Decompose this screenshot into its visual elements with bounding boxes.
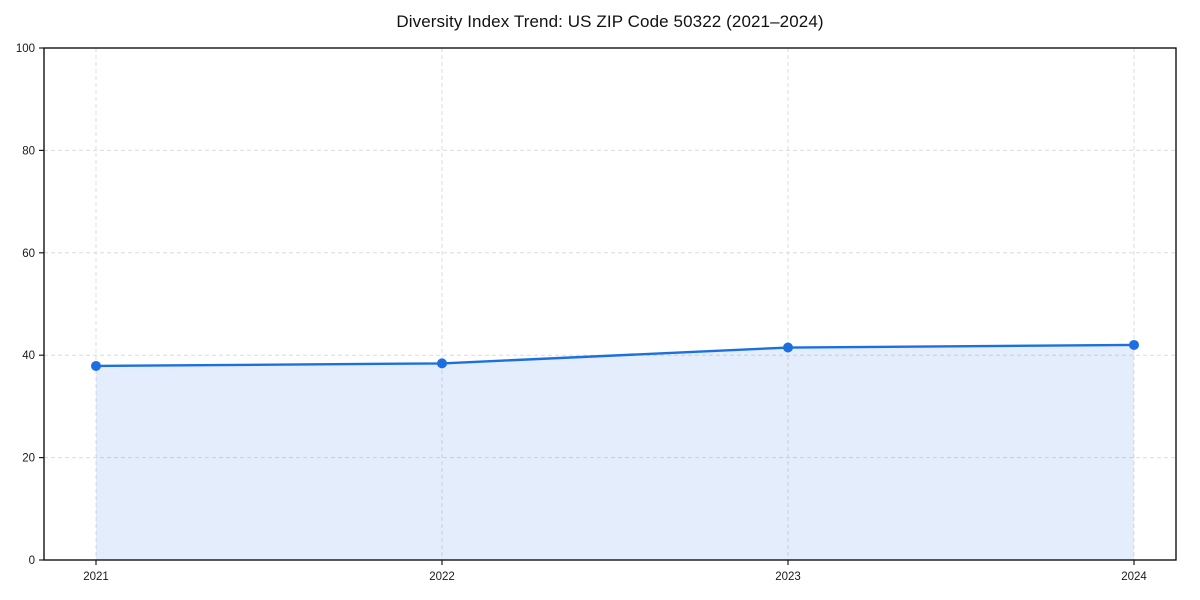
y-tick-label: 80: [22, 145, 35, 157]
y-tick-label: 60: [22, 248, 35, 260]
y-tick-label: 20: [22, 453, 35, 465]
series-line: [94, 343, 1136, 368]
y-tick-label: 100: [16, 43, 35, 55]
chart-title: Diversity Index Trend: US ZIP Code 50322…: [396, 12, 824, 31]
x-tick-label: 2024: [1121, 571, 1147, 583]
x-tick-label: 2023: [775, 571, 801, 583]
x-tick-label: 2021: [83, 571, 109, 583]
plot-frame: [43, 47, 1177, 561]
data-point-marker: [91, 360, 101, 371]
series-area-fill: [96, 344, 1134, 560]
x-tick-label: 2022: [429, 571, 455, 583]
y-tick-label: 0: [29, 555, 35, 567]
y-tick-label: 40: [22, 350, 35, 362]
data-point-marker: [1129, 339, 1139, 350]
data-point-marker: [783, 342, 793, 353]
data-point-marker: [437, 358, 447, 369]
